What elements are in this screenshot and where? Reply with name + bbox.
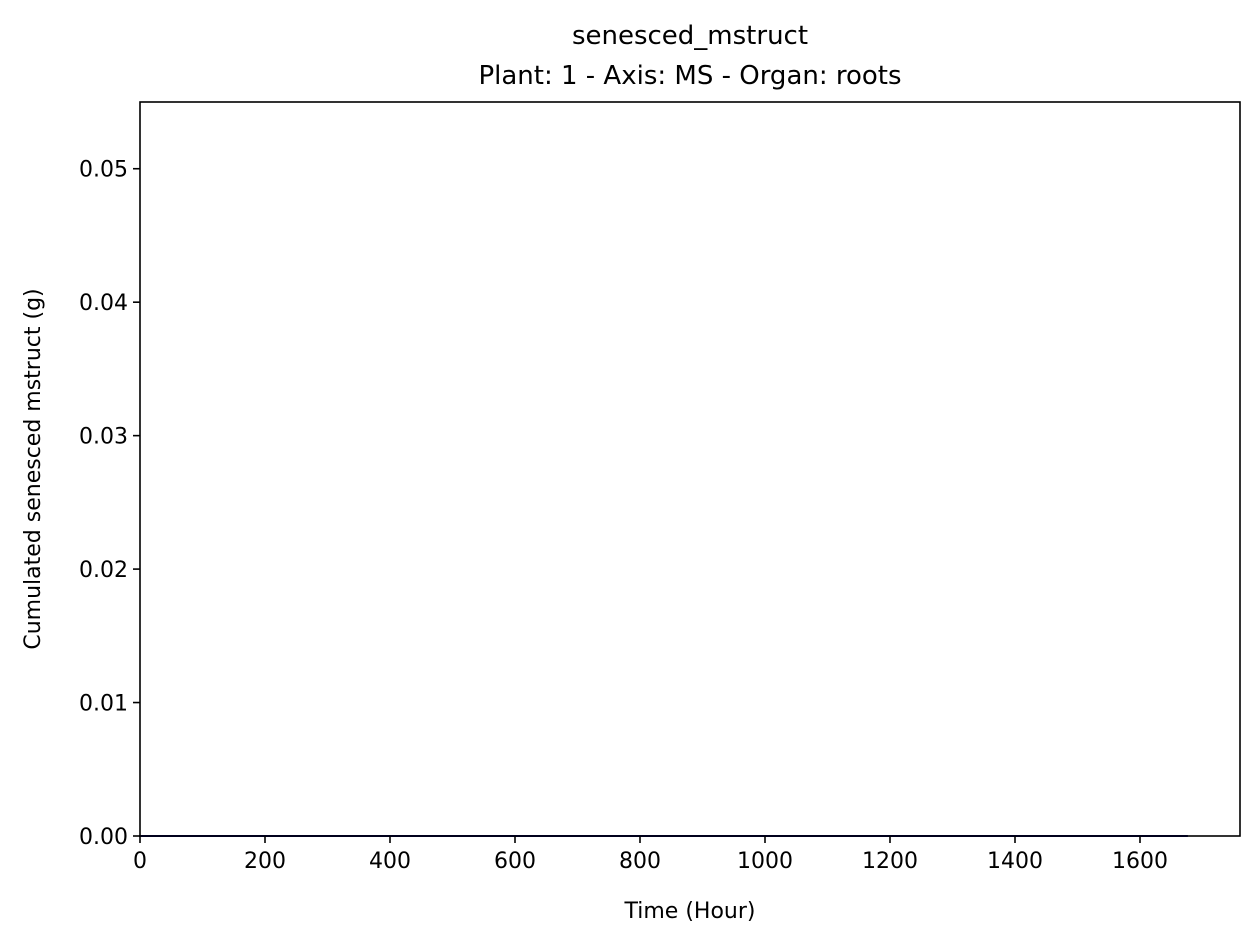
x-tick-label: 1400 bbox=[987, 849, 1043, 874]
x-axis-label: Time (Hour) bbox=[624, 899, 756, 924]
y-axis-label: Cumulated senesced mstruct (g) bbox=[21, 288, 46, 649]
y-tick-label: 0.03 bbox=[79, 425, 128, 450]
y-tick-label: 0.02 bbox=[79, 558, 128, 583]
chart-title: senesced_mstruct bbox=[572, 21, 808, 51]
y-tick-label: 0.00 bbox=[79, 825, 128, 850]
plot-frame bbox=[139, 101, 1241, 837]
y-tick-label: 0.04 bbox=[79, 291, 128, 316]
x-tick-label: 1600 bbox=[1112, 849, 1168, 874]
x-tick-label: 800 bbox=[619, 849, 661, 874]
plot-area: 0 200 400 600 800 1000 1200 1400 1600 0.00 0.01 0.0… bbox=[79, 101, 1241, 874]
x-tick-label: 1000 bbox=[737, 849, 793, 874]
x-tick-label: 400 bbox=[369, 849, 411, 874]
y-tick-label: 0.01 bbox=[79, 692, 128, 717]
chart-subtitle: Plant: 1 - Axis: MS - Organ: roots bbox=[478, 61, 901, 91]
y-tick-label: 0.05 bbox=[79, 158, 128, 183]
x-tick-label: 1200 bbox=[862, 849, 918, 874]
x-tick-label: 600 bbox=[494, 849, 536, 874]
x-tick-label: 0 bbox=[133, 849, 147, 874]
x-tick-label: 200 bbox=[244, 849, 286, 874]
